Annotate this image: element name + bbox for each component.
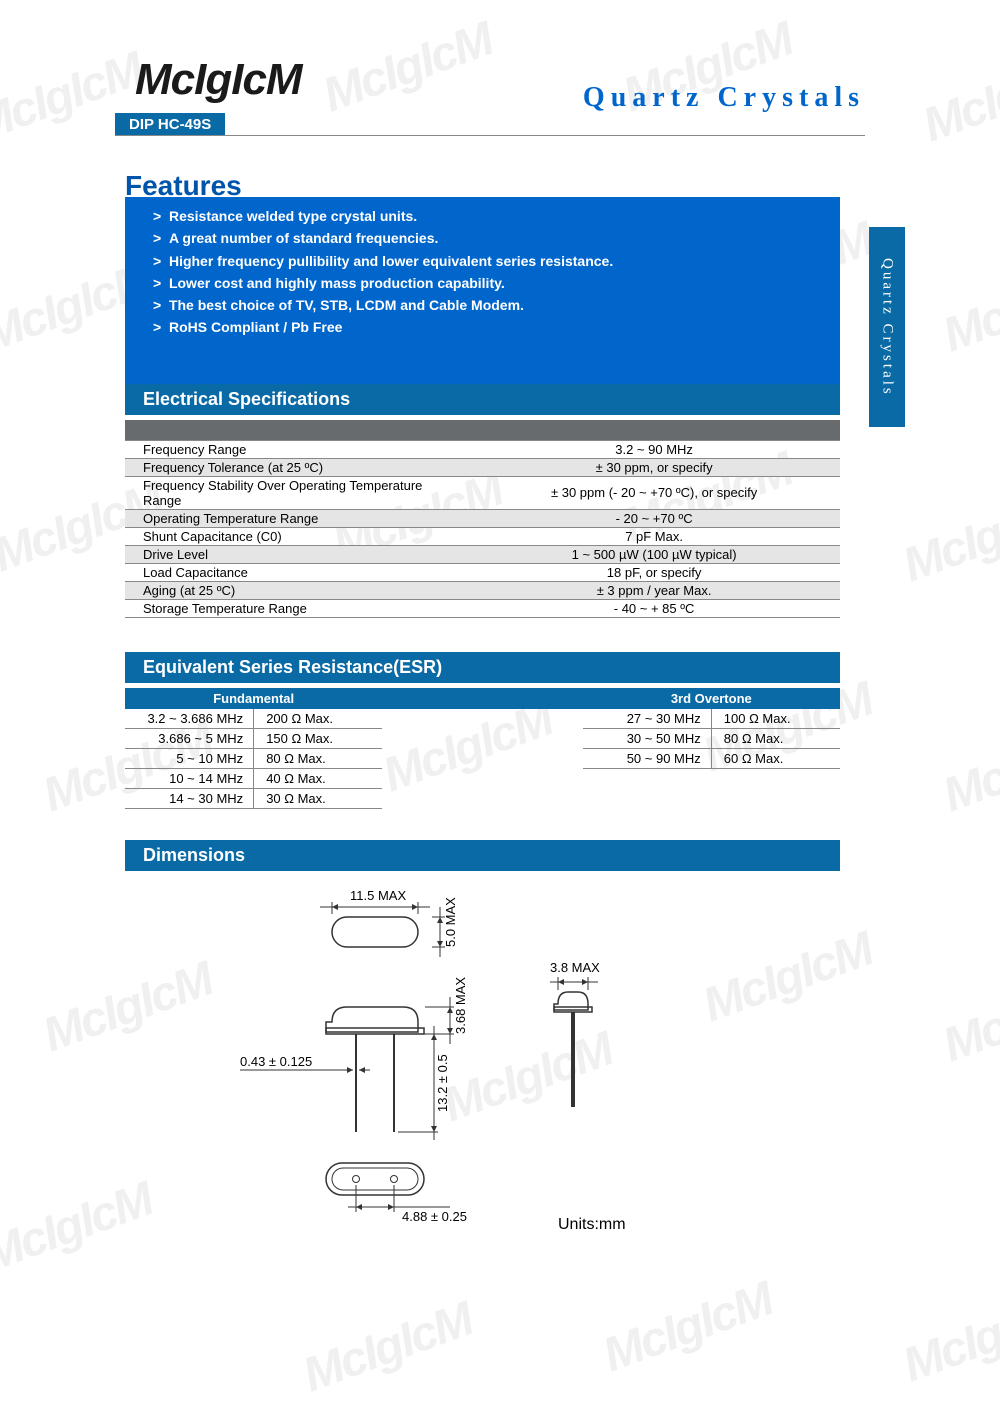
esr-header: Equivalent Series Resistance(ESR) <box>125 652 840 683</box>
table-row: Frequency Range3.2 ~ 90 MHz <box>125 440 840 458</box>
feature-item: > Higher frequency pullibility and lower… <box>153 250 812 272</box>
feature-item: > The best choice of TV, STB, LCDM and C… <box>153 294 812 316</box>
side-tab: Quartz Crystals <box>869 227 905 427</box>
svg-text:3.68 MAX: 3.68 MAX <box>453 977 468 1034</box>
feature-item: > Lower cost and highly mass production … <box>153 272 812 294</box>
table-row: 5 ~ 10 MHz80 Ω Max.50 ~ 90 MHz60 Ω Max. <box>125 749 840 769</box>
table-row: 3.2 ~ 3.686 MHz200 Ω Max.27 ~ 30 MHz100 … <box>125 709 840 729</box>
product-tag: DIP HC-49S <box>115 113 225 136</box>
table-row: Shunt Capacitance (C0)7 pF Max. <box>125 527 840 545</box>
features-box: > Resistance welded type crystal units.>… <box>125 197 840 399</box>
feature-item: > A great number of standard frequencies… <box>153 227 812 249</box>
svg-text:0.43 ± 0.125: 0.43 ± 0.125 <box>240 1054 312 1069</box>
table-row: 14 ~ 30 MHz30 Ω Max. <box>125 789 840 809</box>
svg-text:3.8 MAX: 3.8 MAX <box>550 960 600 975</box>
table-row: Operating Temperature Range- 20 ~ +70 ºC <box>125 509 840 527</box>
header-divider <box>115 135 865 136</box>
units-label: Units:mm <box>558 1216 626 1234</box>
table-row: Aging (at 25 ºC)± 3 ppm / year Max. <box>125 581 840 599</box>
table-row: Frequency Stability Over Operating Tempe… <box>125 476 840 509</box>
table-row: 10 ~ 14 MHz40 Ω Max. <box>125 769 840 789</box>
esr-col-fundamental: Fundamental <box>125 688 382 709</box>
svg-text:13.2 ± 0.5: 13.2 ± 0.5 <box>435 1054 450 1112</box>
dimensions-drawing: 11.5 MAX 5.0 MAX 0.43 ± 0.125 <box>230 892 730 1222</box>
esr-col-overtone: 3rd Overtone <box>583 688 840 709</box>
dimensions-header: Dimensions <box>125 840 840 871</box>
table-row: Load Capacitance18 pF, or specify <box>125 563 840 581</box>
svg-text:4.88 ± 0.25: 4.88 ± 0.25 <box>402 1209 467 1224</box>
svg-text:5.0 MAX: 5.0 MAX <box>443 897 458 947</box>
page-title: Quartz Crystals <box>583 82 865 114</box>
table-row: Frequency Tolerance (at 25 ºC)± 30 ppm, … <box>125 458 840 476</box>
feature-item: > RoHS Compliant / Pb Free <box>153 316 812 338</box>
esr-table: Fundamental 3rd Overtone 3.2 ~ 3.686 MHz… <box>125 688 840 809</box>
elec-specs-table: Frequency Range3.2 ~ 90 MHzFrequency Tol… <box>125 420 840 618</box>
feature-item: > Resistance welded type crystal units. <box>153 205 812 227</box>
table-row: Storage Temperature Range- 40 ~ + 85 ºC <box>125 599 840 617</box>
brand-logo: McIgIcM <box>135 55 302 105</box>
table-row: 3.686 ~ 5 MHz150 Ω Max.30 ~ 50 MHz80 Ω M… <box>125 729 840 749</box>
elec-specs-header: Electrical Specifications <box>125 384 840 415</box>
svg-text:11.5 MAX: 11.5 MAX <box>350 888 406 903</box>
table-row: Drive Level1 ~ 500 µW (100 µW typical) <box>125 545 840 563</box>
